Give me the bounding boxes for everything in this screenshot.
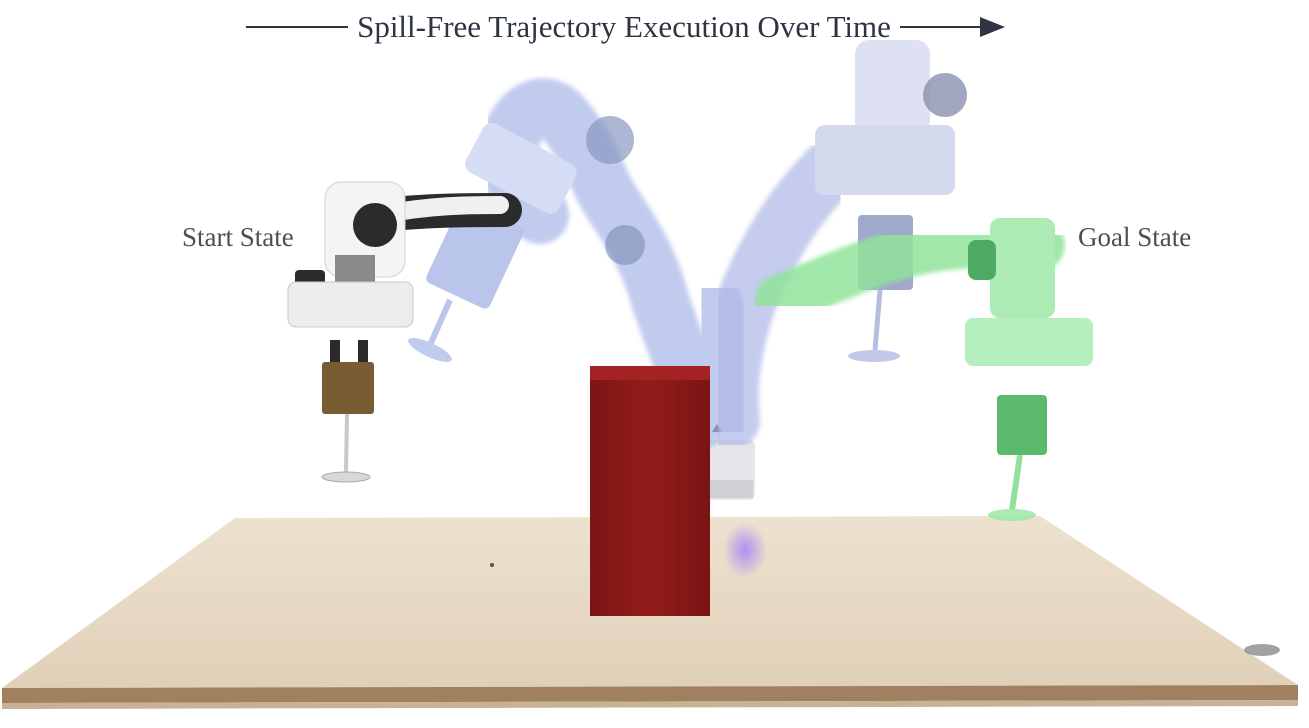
red-obstacle-box	[590, 366, 710, 616]
goal-state-label: Goal State	[1078, 222, 1191, 252]
robot-arm-goal	[755, 216, 1093, 521]
arrow-head-icon	[980, 17, 1005, 37]
table-reflection	[723, 522, 767, 578]
time-arrow	[246, 17, 1005, 37]
start-state-label: Start State	[182, 222, 294, 252]
robot-arm-start	[287, 181, 522, 483]
robot-base	[700, 424, 755, 500]
figure-title: Spill-Free Trajectory Execution Over Tim…	[357, 9, 891, 44]
